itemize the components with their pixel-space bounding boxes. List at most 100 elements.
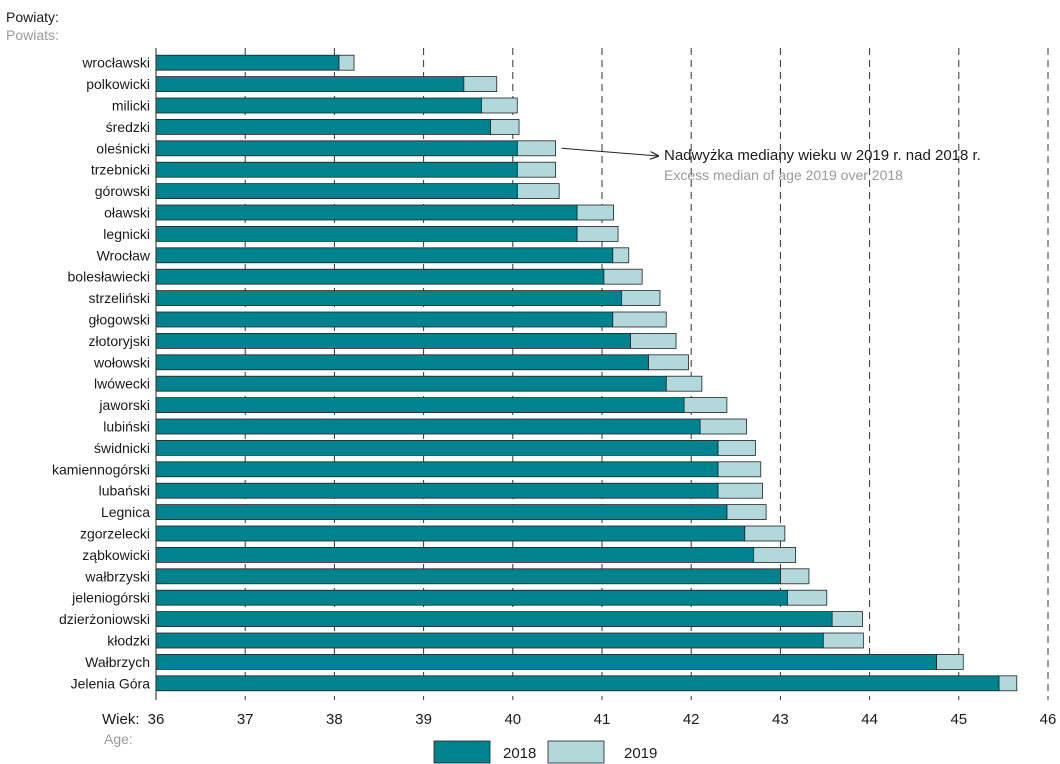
bar-2018	[155, 675, 1000, 692]
x-tick-label: 41	[594, 711, 611, 728]
bar-2019	[665, 375, 703, 392]
bar-2018	[155, 204, 578, 221]
category-label: milicki	[112, 98, 150, 114]
bar-2018	[155, 290, 623, 307]
bar-2018	[155, 547, 755, 563]
chart-title-pl: Powiaty:	[6, 9, 59, 25]
bar-2019	[744, 525, 786, 542]
bar-2019	[787, 589, 828, 606]
bar-2018	[155, 354, 649, 371]
bar-2019	[630, 332, 677, 349]
category-label: średzki	[106, 119, 150, 135]
bar-2018	[155, 76, 465, 92]
bar-2019	[753, 547, 796, 563]
bar-2019	[612, 247, 630, 264]
category-label: bolesławiecki	[68, 269, 150, 285]
legend-swatch-2019	[547, 740, 605, 764]
category-label: dzierżoniowski	[59, 611, 150, 627]
x-tick-label: 37	[237, 711, 254, 728]
bar-2019	[621, 290, 661, 307]
bar-2018	[155, 439, 719, 456]
x-tick-label: 46	[1040, 711, 1057, 728]
category-label: strzeliński	[89, 290, 150, 306]
category-label: świdnicki	[94, 440, 150, 456]
x-tick-label: 40	[504, 711, 521, 728]
annotation-text-en: Excess median of age 2019 over 2018	[664, 167, 903, 183]
category-label: Legnica	[101, 504, 150, 520]
bar-2018	[155, 161, 518, 178]
bar-2019	[612, 311, 667, 328]
bar-2018	[155, 418, 701, 435]
annotation-text-pl: Nadwyżka mediany wieku w 2019 r. nad 201…	[664, 147, 981, 164]
bar-2019	[516, 183, 560, 200]
category-label: Jelenia Góra	[71, 675, 151, 691]
bar-2018	[155, 332, 631, 349]
legend-label-2018: 2018	[503, 745, 536, 762]
category-label: oławski	[104, 205, 150, 221]
x-axis-title-en: Age:	[104, 731, 133, 747]
bar-2018	[155, 247, 614, 264]
category-label: ząbkowicki	[82, 547, 150, 563]
annotation-arrow	[561, 147, 658, 156]
bar-2019	[576, 204, 614, 221]
bar-2018	[155, 397, 685, 414]
category-label: zgorzelecki	[80, 526, 150, 542]
category-label: wałbrzyski	[84, 568, 150, 584]
bar-2019	[717, 482, 763, 499]
bar-2019	[516, 140, 557, 157]
category-label: lubański	[99, 483, 150, 499]
category-label: trzebnicki	[91, 162, 150, 178]
bar-2019	[683, 397, 728, 414]
x-tick-label: 39	[415, 711, 432, 728]
bar-2018	[155, 525, 746, 542]
bar-2018	[155, 568, 781, 585]
bar-2019	[822, 632, 864, 649]
bar-2018	[155, 311, 614, 328]
bar-2019	[338, 54, 355, 71]
bar-2019	[831, 611, 863, 627]
bar-2019	[516, 161, 557, 178]
bar-2018	[155, 140, 518, 157]
legend-swatch-2018	[433, 740, 491, 764]
bar-2018	[155, 504, 728, 521]
category-label: legnicki	[103, 226, 150, 242]
bar-2019	[463, 76, 498, 92]
category-label: lubiński	[103, 419, 150, 435]
category-label: Wrocław	[97, 247, 151, 263]
legend-label-2019: 2019	[624, 745, 657, 762]
bar-2019	[699, 418, 747, 435]
bar-2018	[155, 119, 491, 135]
bar-2018	[155, 461, 719, 478]
chart-title-en: Powiats:	[6, 27, 59, 43]
x-tick-label: 42	[683, 711, 700, 728]
bar-2019	[717, 439, 756, 456]
x-tick-label: 38	[326, 711, 343, 728]
bar-2018	[155, 225, 578, 242]
bar-2018	[155, 589, 788, 606]
category-label: wrocławski	[81, 55, 150, 71]
x-tick-label: 44	[861, 711, 878, 728]
category-label: polkowicki	[86, 76, 150, 92]
category-label: głogowski	[89, 312, 150, 328]
x-tick-label: 45	[950, 711, 967, 728]
bar-2018	[155, 611, 833, 627]
x-tick-label: 43	[772, 711, 789, 728]
bar-2019	[936, 654, 964, 670]
bar-2018	[155, 268, 605, 285]
bar-2018	[155, 183, 518, 200]
category-label: wołowski	[93, 354, 150, 370]
bar-2019	[726, 504, 767, 521]
bar-2018	[155, 482, 719, 499]
category-label: kamiennogórski	[52, 461, 150, 477]
bar-2018	[155, 654, 937, 670]
bar-2019	[490, 119, 520, 135]
category-label: Wałbrzych	[85, 654, 150, 670]
category-label: jeleniogórski	[71, 590, 150, 606]
bar-2019	[717, 461, 762, 478]
category-label: oleśnicki	[96, 140, 150, 156]
bar-2018	[155, 97, 482, 114]
bar-2018	[155, 632, 824, 649]
bar-2018	[155, 375, 667, 392]
category-label: lwówecki	[94, 376, 150, 392]
